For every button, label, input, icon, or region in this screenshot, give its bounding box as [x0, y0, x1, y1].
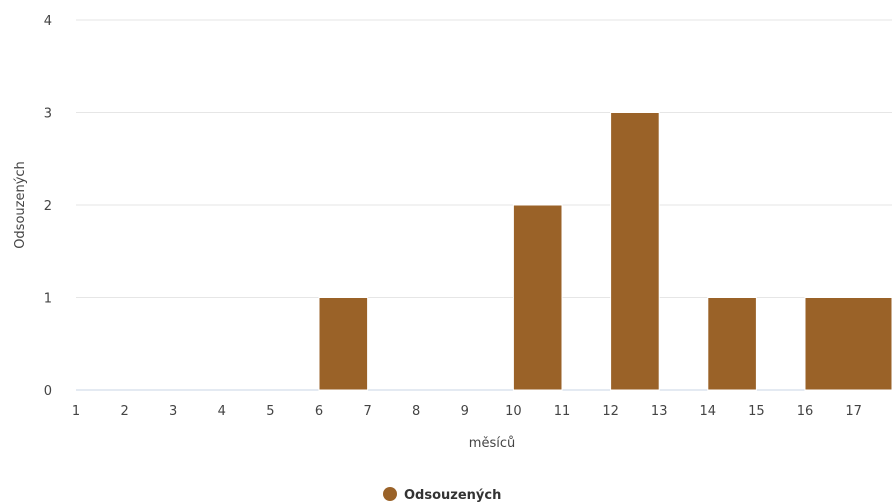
x-axis-ticks: 1 2 3 4 5 6 7 8 9 10 11 12 13 14 15 16 17: [72, 404, 862, 419]
x-tick-label: 14: [700, 404, 717, 419]
x-tick-label: 3: [169, 404, 177, 419]
y-tick-label: 0: [44, 384, 52, 399]
x-tick-label: 16: [797, 404, 814, 419]
y-tick-label: 2: [44, 199, 52, 214]
x-tick-label: 6: [315, 404, 323, 419]
x-tick-label: 15: [748, 404, 765, 419]
x-tick-label: 12: [602, 404, 619, 419]
y-axis-ticks: 0 1 2 3 4: [44, 14, 52, 399]
histogram-bar[interactable]: [610, 112, 660, 391]
histogram-bar[interactable]: [318, 297, 369, 391]
x-tick-label: 10: [505, 404, 522, 419]
y-tick-label: 3: [44, 107, 52, 122]
grid-lines: [76, 19, 892, 391]
x-tick-label: 13: [651, 404, 668, 419]
histogram-bar[interactable]: [804, 297, 892, 391]
x-tick-label: 7: [363, 404, 371, 419]
histogram-bar[interactable]: [512, 204, 563, 391]
x-tick-label: 1: [72, 404, 80, 419]
bars: [318, 112, 892, 391]
legend[interactable]: Odsouzených: [383, 487, 501, 503]
x-tick-label: 4: [218, 404, 226, 419]
x-tick-label: 17: [845, 404, 862, 419]
x-tick-label: 11: [554, 404, 571, 419]
x-tick-label: 8: [412, 404, 420, 419]
y-axis-label: Odsouzených: [13, 161, 28, 249]
y-tick-label: 1: [44, 292, 52, 307]
y-tick-label: 4: [44, 14, 52, 29]
x-tick-label: 9: [461, 404, 469, 419]
legend-label[interactable]: Odsouzených: [404, 488, 501, 503]
legend-marker: [383, 487, 397, 501]
histogram-bar[interactable]: [707, 297, 757, 391]
x-tick-label: 5: [266, 404, 274, 419]
x-axis-label: měsíců: [469, 436, 515, 451]
x-tick-label: 2: [120, 404, 128, 419]
